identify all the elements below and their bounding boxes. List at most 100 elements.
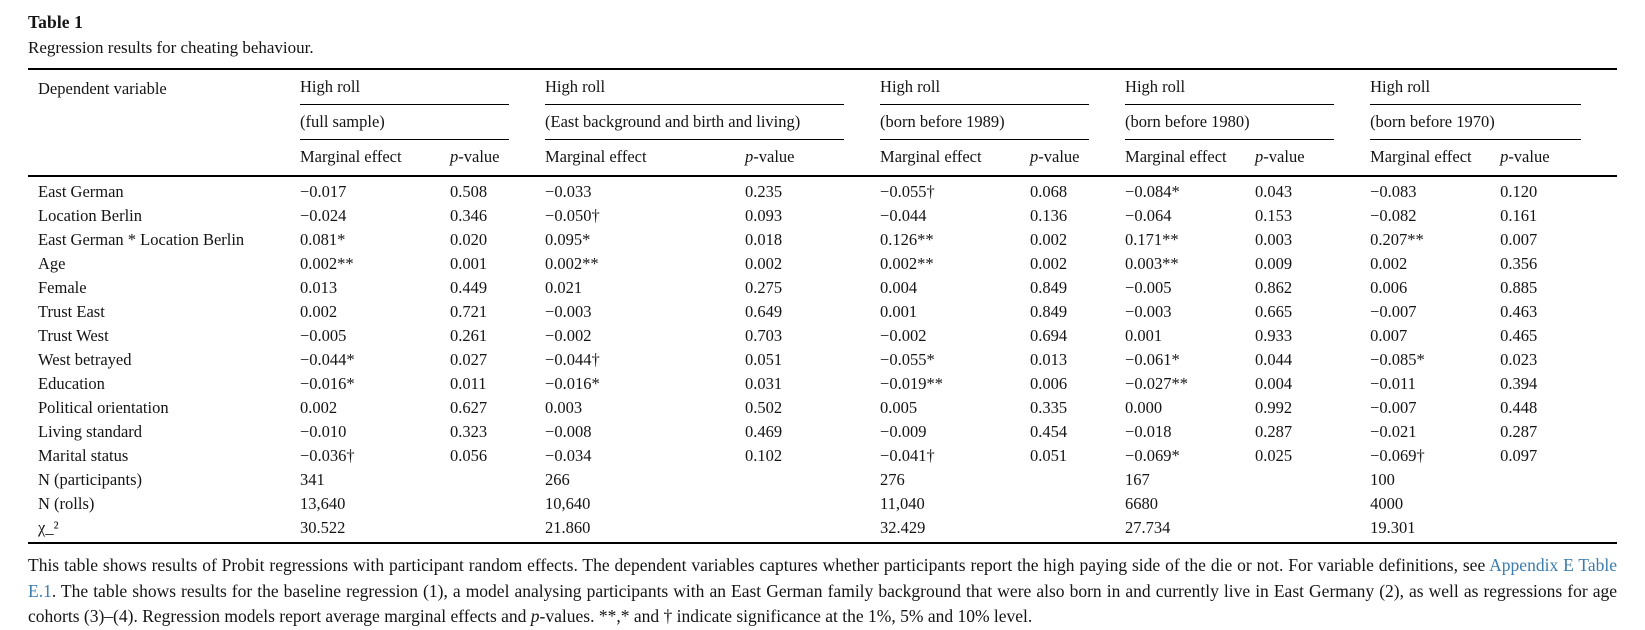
header-row-measures: Marginal effect p-value Marginal effect p-v… <box>28 140 1618 177</box>
cell-p-value: 0.665 <box>1255 302 1293 321</box>
cell-p-value: 0.102 <box>745 446 783 465</box>
group-subtitle: (born before 1989) <box>880 105 1125 140</box>
cell-p-value: 0.703 <box>745 326 783 345</box>
table-row: Living standard −0.010 0.323 −0.008 0.469 −0.… <box>28 420 1617 444</box>
cell-p-value: 0.394 <box>1500 374 1538 393</box>
row-label: N (rolls) <box>38 494 95 513</box>
cell-marginal-effect: −0.027** <box>1125 374 1188 393</box>
cell-p-value: 0.003 <box>1255 230 1293 249</box>
group-subtitle-text: (full sample) <box>300 112 510 140</box>
header-row-group-subtitle: (full sample) (East background and birth … <box>28 105 1617 140</box>
table-caption: Regression results for cheating behaviou… <box>28 38 314 57</box>
table-row: N (rolls) 13,640 10,640 11,040 6680 4000 <box>28 492 1617 516</box>
row-label: East German <box>38 182 124 201</box>
cell-marginal-effect: 27.734 <box>1125 516 1256 544</box>
group-title-text: High roll <box>300 77 510 105</box>
cell-marginal-effect: −0.010 <box>300 422 347 441</box>
cell-p-value: 0.849 <box>1030 278 1068 297</box>
cell-marginal-effect: 266 <box>545 470 570 489</box>
cell-marginal-effect: 0.004 <box>880 278 918 297</box>
cell-p-value: 0.056 <box>450 446 488 465</box>
cell-p-value: 0.011 <box>450 374 487 393</box>
cell-marginal-effect: −0.005 <box>1125 278 1172 297</box>
cell-marginal-effect: −0.018 <box>1125 422 1172 441</box>
cell-p-value: 0.335 <box>1030 398 1068 417</box>
appendix-link[interactable]: Appendix E Table E.1 <box>28 555 1617 601</box>
cell-marginal-effect: 0.007 <box>1370 326 1408 345</box>
table-row: Female 0.013 0.449 0.021 0.275 0.004 0.849 −0.0… <box>28 276 1617 300</box>
cell-marginal-effect: 0.171** <box>1125 230 1179 249</box>
footnote-text: This table shows results of Probit regre… <box>28 555 1490 575</box>
cell-marginal-effect: −0.085* <box>1370 350 1425 369</box>
cell-marginal-effect: 0.002** <box>880 254 934 273</box>
cell-marginal-effect: −0.034 <box>545 446 592 465</box>
cell-marginal-effect: −0.002 <box>545 326 592 345</box>
group-title-text: High roll <box>545 77 845 105</box>
cell-p-value: 0.463 <box>1500 302 1538 321</box>
cell-p-value <box>450 468 545 492</box>
row-label: Location Berlin <box>38 206 143 225</box>
cell-p-value: 0.161 <box>1500 206 1538 225</box>
cell-p-value: 0.051 <box>745 350 783 369</box>
table-footnote: This table shows results of Probit regre… <box>28 553 1617 630</box>
table-row: Trust East 0.002 0.721 −0.003 0.649 0.001 0.84… <box>28 300 1617 324</box>
cell-p-value: 0.093 <box>745 206 783 225</box>
table-title: Table 1 <box>28 12 84 32</box>
p-italic: p <box>1030 147 1039 166</box>
cell-marginal-effect: −0.041† <box>880 446 935 465</box>
cell-marginal-effect: 0.003 <box>545 398 583 417</box>
group-title: High roll <box>1125 69 1370 105</box>
cell-marginal-effect: 276 <box>880 470 905 489</box>
cell-p-value <box>1500 492 1617 516</box>
cell-p-value: 0.323 <box>450 422 488 441</box>
cell-marginal-effect: −0.069† <box>1370 446 1425 465</box>
cell-p-value: 0.508 <box>450 182 488 201</box>
cell-marginal-effect: 0.002 <box>1370 254 1408 273</box>
row-label: Political orientation <box>38 398 169 417</box>
p-italic: p <box>1500 147 1509 166</box>
cell-marginal-effect: −0.044 <box>880 206 927 225</box>
row-label: Female <box>38 278 87 297</box>
cell-p-value: 0.020 <box>450 230 488 249</box>
cell-marginal-effect: 0.081* <box>300 230 346 249</box>
header-row-group-title: Dependent variable High roll High roll High… <box>28 69 1617 177</box>
cell-p-value <box>450 492 545 516</box>
column-header-p-value: p-value <box>1255 140 1371 177</box>
cell-p-value: 0.136 <box>1030 206 1068 225</box>
table-row: Location Berlin −0.024 0.346 −0.050† 0.093 −0… <box>28 204 1617 228</box>
column-header-marginal-effect: Marginal effect <box>300 140 450 177</box>
cell-marginal-effect: 0.001 <box>1125 326 1163 345</box>
cell-marginal-effect: −0.021 <box>1370 422 1417 441</box>
group-subtitle: (full sample) <box>300 105 545 140</box>
footnote-p-italic: p <box>530 606 540 627</box>
cell-marginal-effect: 100 <box>1370 470 1395 489</box>
cell-p-value: 0.885 <box>1500 278 1538 297</box>
row-label: West betrayed <box>38 350 132 369</box>
table-row: Marital status −0.036† 0.056 −0.034 0.102 −0.… <box>28 444 1617 468</box>
cell-p-value: 0.454 <box>1030 422 1068 441</box>
cell-marginal-effect: −0.007 <box>1370 398 1417 417</box>
group-title-text: High roll <box>880 77 1090 105</box>
cell-p-value <box>1255 492 1370 516</box>
cell-marginal-effect: 0.002** <box>300 254 354 273</box>
cell-marginal-effect: 21.860 <box>545 516 746 544</box>
cell-p-value: 0.469 <box>745 422 783 441</box>
cell-p-value: 0.002 <box>1030 254 1068 273</box>
cell-p-value: 0.097 <box>1500 446 1538 465</box>
cell-p-value <box>745 468 880 492</box>
cell-marginal-effect: −0.005 <box>300 326 347 345</box>
cell-p-value <box>745 516 881 544</box>
group-subtitle: (East background and birth and living) <box>545 105 880 140</box>
cell-marginal-effect: 341 <box>300 470 325 489</box>
cell-p-value <box>450 516 546 544</box>
cell-marginal-effect: 0.126** <box>880 230 934 249</box>
cell-p-value: 0.043 <box>1255 182 1293 201</box>
group-title-text: High roll <box>1125 77 1335 105</box>
cell-marginal-effect: 0.001 <box>880 302 918 321</box>
cell-p-value: 0.068 <box>1030 182 1068 201</box>
cell-p-value: 0.031 <box>745 374 783 393</box>
cell-p-value: 0.001 <box>450 254 488 273</box>
cell-marginal-effect: 11,040 <box>880 494 925 513</box>
table-row: Age 0.002** 0.001 0.002** 0.002 0.002** 0.002 0… <box>28 252 1617 276</box>
row-label: Marital status <box>38 446 129 465</box>
